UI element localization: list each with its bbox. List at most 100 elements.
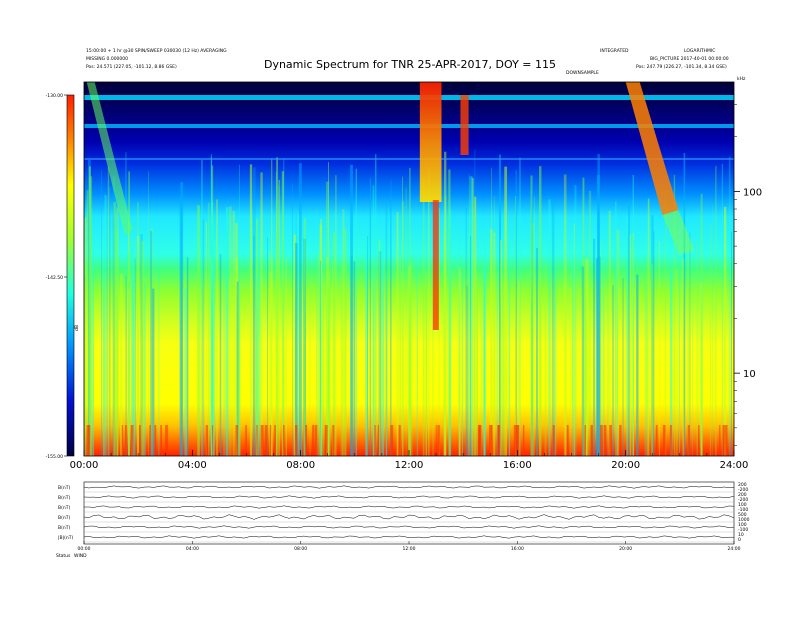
- magnetometer-scale-label: -200: [738, 497, 748, 503]
- spectral-streak: [207, 202, 210, 456]
- spectral-streak: [239, 164, 241, 456]
- spectral-streak: [295, 243, 298, 456]
- spectral-streak: [132, 277, 136, 456]
- spectral-streak: [350, 164, 353, 456]
- low-frequency-streak: [332, 425, 335, 456]
- low-frequency-streak: [719, 425, 721, 456]
- spectral-streak: [396, 212, 399, 456]
- low-frequency-streak: [138, 425, 141, 456]
- spectral-streak: [319, 267, 322, 456]
- spectrogram-bands: [84, 95, 734, 160]
- spectral-streak: [687, 249, 690, 456]
- spectral-streak: [285, 258, 287, 456]
- spectral-streak: [369, 178, 371, 456]
- spectral-streak: [531, 288, 533, 456]
- spectral-streak: [152, 288, 155, 456]
- spectral-streak: [468, 175, 470, 456]
- low-frequency-streak: [552, 425, 555, 456]
- spectral-streak: [367, 236, 369, 456]
- header-mid-right: INTEGRATED DOWNSAMPLE: [566, 48, 629, 76]
- low-frequency-streak: [390, 425, 394, 456]
- magnetometer-row-label: B(nT): [58, 515, 70, 521]
- spectral-streak: [617, 231, 618, 456]
- spectral-streak: [700, 282, 703, 456]
- header-right-line-1: LOGARITHMIC: [684, 48, 715, 54]
- low-frequency-streak: [609, 425, 612, 456]
- spectral-streak: [628, 205, 630, 456]
- spectral-streak: [723, 206, 727, 456]
- spectral-streak: [84, 275, 86, 456]
- spectral-streak: [269, 272, 273, 456]
- chart-title: Dynamic Spectrum for TNR 25-APR-2017, DO…: [264, 58, 556, 71]
- x-tick-label: 00:00: [70, 460, 99, 471]
- spectral-streak: [476, 275, 478, 456]
- spectral-streak: [228, 206, 232, 456]
- low-frequency-streak: [377, 425, 379, 456]
- spectral-streak: [148, 171, 149, 456]
- spectral-streak: [140, 233, 143, 456]
- spectral-streak: [599, 256, 601, 456]
- spectral-streak: [658, 241, 660, 456]
- low-frequency-streak: [88, 425, 91, 456]
- low-frequency-streak: [517, 425, 520, 456]
- magnetometer-x-tick-label: 20:00: [619, 546, 632, 552]
- spectral-streak: [470, 176, 473, 456]
- spectral-streak: [563, 174, 567, 456]
- low-frequency-streak: [274, 425, 276, 456]
- spectral-streak: [675, 269, 678, 456]
- low-frequency-streak: [86, 425, 89, 456]
- magnetometer-scale-label: -100: [738, 527, 748, 533]
- low-frequency-streak: [165, 425, 168, 456]
- spectral-streak: [353, 261, 356, 456]
- radio-burst: [419, 82, 442, 202]
- spectral-streak: [205, 221, 207, 456]
- spectrogram: [84, 82, 734, 456]
- low-frequency-streak: [256, 425, 258, 456]
- spectral-streak: [219, 253, 222, 456]
- spectral-streak: [335, 175, 337, 456]
- low-frequency-streak: [669, 425, 672, 456]
- spectral-streak: [496, 281, 498, 456]
- spectral-streak: [470, 236, 471, 456]
- spectral-streak: [632, 175, 634, 456]
- spectral-streak: [112, 176, 116, 456]
- magnetometer-x-tick-label: 24:00: [728, 546, 741, 552]
- magnetometer-row-label: B(nT): [58, 525, 70, 531]
- low-frequency-streak: [121, 425, 124, 456]
- spectral-streak: [281, 171, 284, 456]
- spectral-streak: [584, 258, 587, 456]
- spectral-streak: [651, 264, 654, 456]
- spectral-streak: [458, 267, 461, 456]
- spectral-streak: [372, 185, 375, 456]
- spectral-streak: [448, 169, 451, 456]
- spectral-streak: [128, 171, 131, 456]
- spectral-streak: [425, 272, 428, 456]
- spectral-streak: [615, 201, 617, 456]
- spectral-streak: [612, 285, 614, 456]
- spectrogram-bursts: [86, 82, 695, 330]
- spectral-streak: [622, 278, 624, 456]
- magnetometer-x-tick-label: 08:00: [294, 546, 307, 552]
- spectral-streak: [501, 279, 505, 456]
- spectral-streak: [93, 225, 94, 456]
- spectral-streak: [572, 256, 574, 456]
- spectral-streak: [585, 259, 589, 456]
- spectral-streak: [292, 183, 293, 456]
- spectral-streak: [554, 266, 557, 456]
- x-tick-label: 08:00: [286, 460, 315, 471]
- spectral-streak: [104, 194, 107, 456]
- magnetometer-x-ticks: 00:00 04:00 08:00 12:00 16:00 20:00 24:00: [78, 541, 741, 552]
- spectral-streak: [113, 202, 116, 456]
- spectral-streak: [137, 236, 139, 456]
- interference-band: [84, 95, 734, 100]
- spectral-streak: [278, 179, 280, 456]
- spectral-streak: [664, 189, 667, 456]
- spectral-streak: [636, 274, 639, 456]
- low-frequency-streak: [245, 425, 247, 456]
- spectral-streak: [536, 247, 538, 456]
- spectral-streak: [275, 254, 277, 456]
- spectral-streak: [651, 215, 654, 456]
- colorbar-unit-label: dB: [74, 325, 80, 331]
- header-right-line-3: Pos: 247.79 (226.27, -101.34, 8.34 GSE): [636, 64, 727, 70]
- spectral-streak: [320, 260, 322, 456]
